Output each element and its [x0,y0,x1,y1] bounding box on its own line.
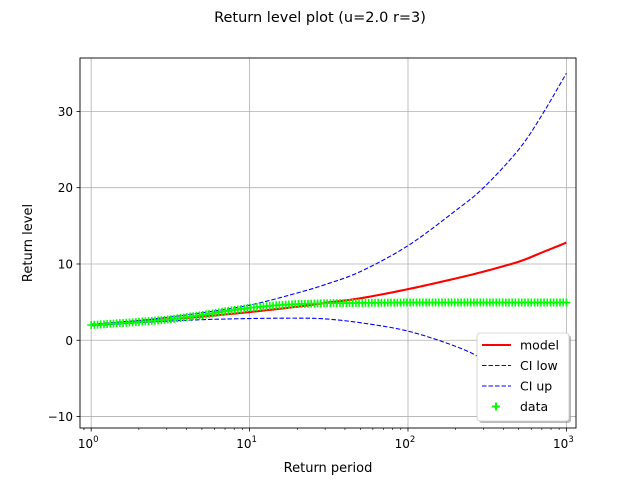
y-axis-label: Return level [21,204,36,282]
x-tick-label: 101 [236,435,257,451]
data-point-marker [562,298,571,307]
x-tick-label-base: 10 [236,437,251,451]
x-tick-label-exponent: 3 [568,435,573,445]
legend-label: CI low [520,358,558,373]
x-tick-label-exponent: 2 [410,435,415,445]
x-tick-label-exponent: 1 [252,435,257,445]
series-line-ci-low [91,72,567,325]
y-tick-label: 20 [58,181,73,195]
series-layer [87,72,571,416]
x-tick-label-base: 10 [395,437,410,451]
y-tick-label: −10 [48,410,73,424]
grid-layer [80,58,576,428]
plot-area-frame [79,57,577,429]
legend-label: data [520,399,548,414]
x-tick-label-base: 10 [553,437,568,451]
legend-box [476,332,570,422]
x-tick-label: 103 [553,435,574,451]
legend-swatch-data [492,402,500,411]
y-tick-label: 0 [65,334,73,348]
x-axis-label: Return period [284,461,373,476]
chart-title: Return level plot (u=2.0 r=3) [214,10,426,26]
y-tick-label: 10 [58,257,73,271]
legend-label: model [520,338,559,353]
x-tick-label-base: 10 [78,437,93,451]
legend-label: CI up [520,379,552,394]
x-tick-label-exponent: 0 [93,435,98,445]
y-tick-label: 30 [58,105,73,119]
x-tick-label: 102 [395,435,416,451]
x-tick-label: 100 [78,435,99,451]
legend: model CI low CI up data [476,332,571,423]
